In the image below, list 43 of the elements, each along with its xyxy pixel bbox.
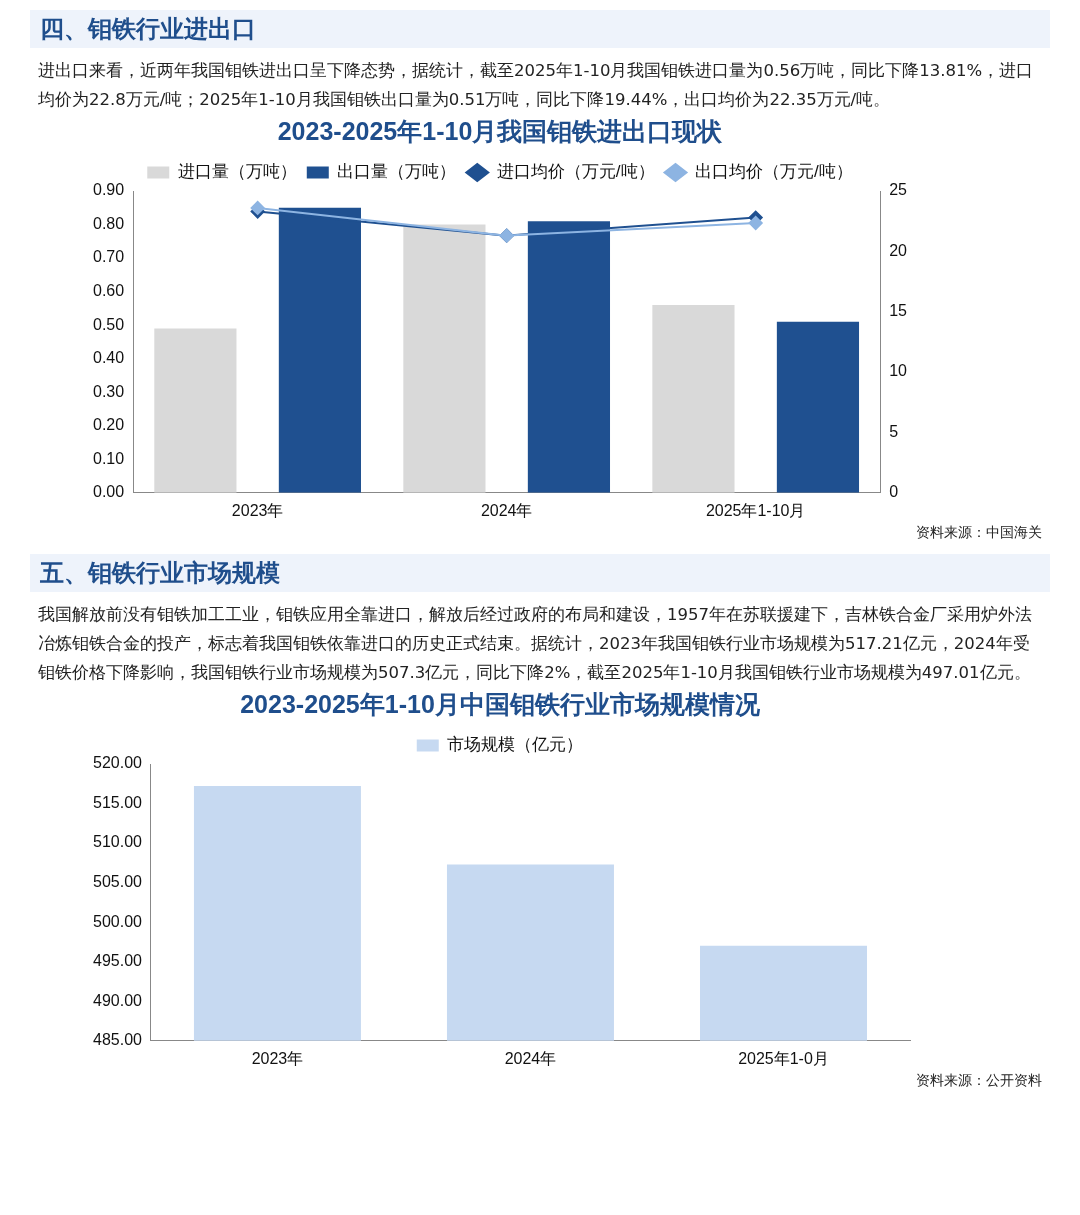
- text: 资料来源：公开资料: [915, 1072, 1042, 1090]
- legend-label: 进口量（万吨）: [177, 162, 297, 182]
- y-tick-label: 0.90: [93, 181, 125, 199]
- text: 五、钼铁行业市场规模: [30, 554, 1050, 592]
- y2-tick-label: 25: [889, 181, 908, 199]
- chart-title: 2023-2025年1-10月我国钼铁进出口现状: [277, 116, 724, 145]
- text: 资料来源：中国海关: [915, 524, 1042, 542]
- x-tick-label: 2023年: [251, 1049, 304, 1067]
- legend-label: 出口量（万吨）: [337, 162, 457, 182]
- y2-tick-label: 15: [889, 302, 908, 320]
- y2-tick-label: 0: [889, 483, 899, 501]
- y-tick-label: 0.40: [93, 349, 125, 367]
- y-tick-label: 500.00: [93, 912, 143, 930]
- y-tick-label: 0.80: [93, 214, 125, 232]
- legend-label: 出口均价（万元/吨）: [695, 162, 853, 182]
- y-tick-label: 0.60: [93, 282, 125, 300]
- y-tick-label: 495.00: [93, 952, 143, 970]
- y-tick-label: 490.00: [93, 991, 143, 1009]
- text: 四、钼铁行业进出口: [30, 10, 1050, 48]
- y-tick-label: 0.20: [93, 416, 125, 434]
- y-tick-label: 510.00: [93, 833, 143, 851]
- x-tick-label: 2025年1-10月: [705, 501, 806, 519]
- y-tick-label: 0.10: [93, 449, 125, 467]
- y-tick-label: 0.70: [93, 248, 125, 266]
- x-tick-label: 2024年: [480, 501, 533, 519]
- y-tick-label: 0.30: [93, 382, 125, 400]
- text: 我国解放前没有钼铁加工工业，钼铁应用全靠进口，解放后经过政府的布局和建设，1957年在苏联援建下，吉林铁合金厂采用炉外法冶炼钼铁合金的投产，标志着我国钼铁依靠进口的历史正式结束。据统计，2023年我国钼铁行业市场规模为517.21亿元，2024年受钼铁价格下降影响，我国钼铁行业市场规模为507.3亿元，同比下降2%，截至2025年1-10月我国钼铁行业市场规模为497.01亿元。: [38, 604, 1033, 684]
- y-tick-label: 0.00: [93, 483, 125, 501]
- y-tick-label: 515.00: [93, 793, 143, 811]
- x-tick-label: 2024年: [504, 1049, 557, 1067]
- y-tick-label: 505.00: [93, 873, 143, 891]
- x-tick-label: 2023年: [231, 501, 284, 519]
- x-tick-label: 2025年1-0月: [738, 1049, 829, 1067]
- y-tick-label: 0.50: [93, 315, 125, 333]
- y-tick-label: 520.00: [93, 754, 143, 772]
- legend-label: 进口均价（万元/吨）: [496, 162, 655, 182]
- text: 进出口来看，近两年我国钼铁进出口呈下降态势，据统计，截至2025年1-10月我国钼铁进口量为0.56万吨，同比下降13.81%，进口均价为22.8万元/吨；2025年1-10月我国钼铁出口量为0.51万吨，同比下降19.44%，出口均价为22.35万元/吨。: [38, 60, 1035, 111]
- legend-label: 市场规模（亿元）: [447, 735, 584, 755]
- y2-tick-label: 10: [889, 362, 908, 380]
- y2-tick-label: 20: [889, 241, 908, 259]
- chart-title: 2023-2025年1-10月中国钼铁行业市场规模情况: [240, 689, 761, 718]
- y-tick-label: 485.00: [93, 1031, 143, 1049]
- y2-tick-label: 5: [889, 422, 899, 440]
